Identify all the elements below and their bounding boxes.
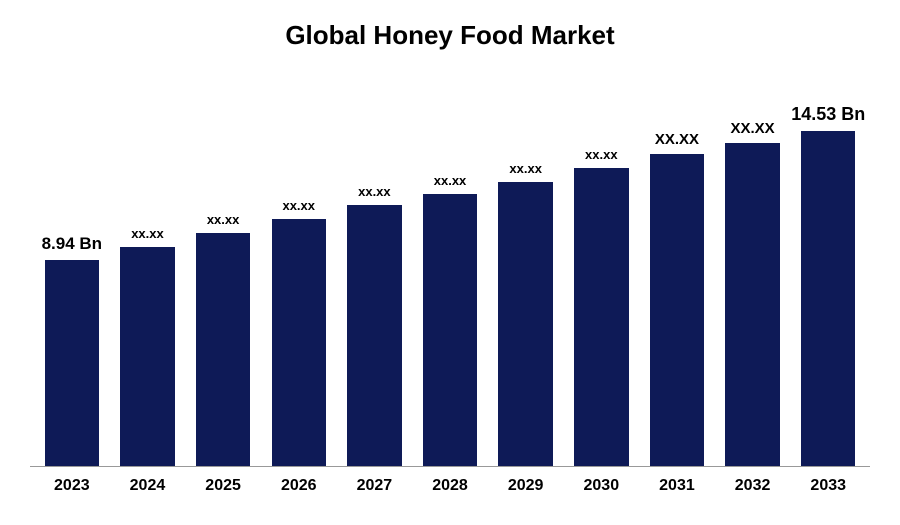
chart-container: Global Honey Food Market 8.94 Bn xx.xx xx.… [0,0,900,525]
x-axis-label: 2030 [563,477,639,495]
bar-value-label: 8.94 Bn [42,234,102,254]
bar [120,247,174,466]
bar-value-label: xx.xx [509,161,542,176]
bar-value-label: xx.xx [282,198,315,213]
x-axis-label: 2031 [639,477,715,495]
bar-group: xx.xx [337,61,413,466]
bar-value-label: xx.xx [585,147,618,162]
bar [574,168,628,466]
x-axis-label: 2029 [488,477,564,495]
x-axis: 2023202420252026202720282029203020312032… [30,477,870,495]
bar [347,205,401,466]
bar [650,154,704,466]
bar-group: xx.xx [488,61,564,466]
bar-group: xx.xx [563,61,639,466]
bar [45,260,99,466]
bar [725,143,779,466]
bar-group: xx.xx [261,61,337,466]
x-axis-label: 2033 [790,477,866,495]
x-axis-label: 2023 [34,477,110,495]
bar-group: 14.53 Bn [790,61,866,466]
bar-group: XX.XX [639,61,715,466]
x-axis-label: 2025 [185,477,261,495]
x-axis-label: 2032 [715,477,791,495]
bar-value-label: xx.xx [131,226,164,241]
x-axis-label: 2027 [337,477,413,495]
bar-value-label: xx.xx [207,212,240,227]
bar [272,219,326,466]
x-axis-label: 2028 [412,477,488,495]
bar [423,194,477,466]
chart-title: Global Honey Food Market [30,20,870,51]
bar-value-label: 14.53 Bn [791,104,865,125]
bar [801,131,855,466]
bar-value-label: XX.XX [730,120,774,137]
bar-group: 8.94 Bn [34,61,110,466]
plot-area: 8.94 Bn xx.xx xx.xx xx.xx xx.xx xx.xx xx.xx xx.… [30,61,870,467]
x-axis-label: 2026 [261,477,337,495]
bar [196,233,250,466]
bar-group: xx.xx [185,61,261,466]
bar-group: xx.xx [412,61,488,466]
bar [498,182,552,466]
x-axis-label: 2024 [110,477,186,495]
bar-group: XX.XX [715,61,791,466]
bar-value-label: XX.XX [655,131,699,148]
bar-value-label: xx.xx [434,173,467,188]
bar-group: xx.xx [110,61,186,466]
bar-value-label: xx.xx [358,184,391,199]
